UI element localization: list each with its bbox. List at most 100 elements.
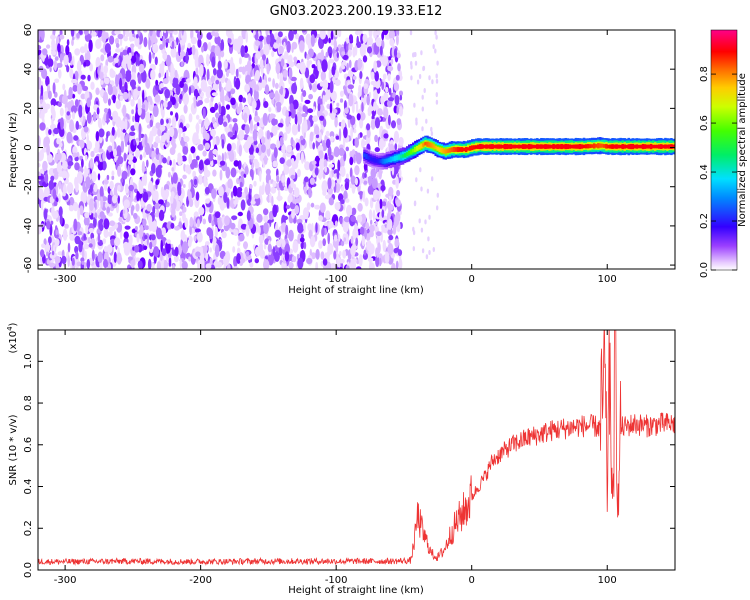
- noise-speckle: [77, 231, 83, 236]
- noise-speckle: [435, 34, 438, 40]
- signal-band: [391, 156, 395, 162]
- snr-y-scale-note-base: (x10: [8, 331, 19, 354]
- noise-speckle: [190, 36, 197, 45]
- noise-speckle: [250, 71, 253, 77]
- noise-speckle: [262, 181, 265, 194]
- noise-speckle: [205, 263, 212, 269]
- noise-speckle: [374, 70, 380, 82]
- noise-speckle: [109, 180, 114, 190]
- noise-speckle: [237, 241, 241, 247]
- noise-speckle: [182, 184, 186, 188]
- noise-speckle: [98, 218, 104, 232]
- noise-speckle: [274, 229, 281, 238]
- noise-speckle: [158, 72, 161, 79]
- noise-speckle: [365, 222, 370, 230]
- noise-speckle: [375, 30, 381, 36]
- noise-speckle: [213, 159, 218, 165]
- noise-speckle: [359, 190, 363, 200]
- noise-speckle: [214, 102, 219, 111]
- noise-speckle: [279, 136, 284, 147]
- noise-speckle: [106, 131, 109, 139]
- noise-speckle: [120, 139, 125, 153]
- noise-speckle: [246, 210, 251, 222]
- noise-speckle: [361, 102, 364, 113]
- noise-speckle: [297, 122, 301, 133]
- noise-speckle: [336, 102, 340, 107]
- noise-speckle: [106, 112, 109, 125]
- noise-speckle: [351, 207, 357, 216]
- signal-band: [651, 144, 655, 149]
- noise-speckle: [130, 206, 134, 216]
- noise-speckle: [230, 97, 236, 106]
- noise-speckle: [74, 99, 79, 108]
- signal-band: [468, 145, 472, 151]
- noise-speckle: [205, 252, 208, 262]
- y-tick-label: 1.0: [23, 353, 34, 369]
- noise-speckle: [297, 168, 301, 178]
- signal-band: [511, 144, 515, 149]
- noise-speckle: [412, 52, 415, 58]
- noise-speckle: [125, 133, 129, 143]
- noise-speckle: [72, 36, 75, 41]
- noise-speckle: [197, 100, 203, 106]
- noise-speckle: [163, 100, 168, 108]
- noise-speckle: [132, 115, 135, 123]
- noise-speckle: [255, 84, 260, 92]
- noise-speckle: [370, 168, 377, 179]
- x-tick-label: -200: [189, 575, 212, 586]
- noise-speckle: [112, 194, 118, 204]
- noise-speckle: [50, 220, 54, 225]
- noise-speckle: [185, 123, 190, 129]
- noise-speckle: [290, 157, 295, 164]
- noise-speckle: [339, 156, 345, 169]
- noise-speckle: [204, 244, 208, 253]
- noise-speckle: [389, 38, 395, 47]
- noise-speckle: [321, 180, 328, 194]
- noise-speckle: [269, 92, 275, 99]
- noise-speckle: [329, 80, 334, 94]
- noise-speckle: [198, 176, 203, 185]
- noise-speckle: [51, 38, 56, 48]
- noise-speckle: [310, 202, 315, 208]
- noise-speckle: [284, 251, 290, 262]
- noise-speckle: [350, 175, 356, 185]
- signal-band: [377, 158, 380, 164]
- noise-speckle: [272, 180, 277, 188]
- signal-band: [503, 143, 506, 150]
- noise-speckle: [143, 173, 148, 186]
- noise-speckle: [283, 132, 288, 141]
- noise-speckle: [224, 215, 230, 226]
- signal-band: [456, 146, 460, 153]
- noise-speckle: [291, 255, 297, 263]
- noise-speckle: [214, 226, 218, 238]
- noise-speckle: [232, 266, 239, 269]
- noise-speckle: [148, 180, 154, 194]
- noise-speckle: [128, 52, 132, 60]
- noise-speckle: [275, 240, 281, 247]
- noise-speckle: [39, 122, 46, 131]
- noise-speckle: [354, 223, 358, 236]
- signal-band: [527, 143, 531, 150]
- noise-speckle: [338, 258, 345, 264]
- noise-speckle: [197, 138, 201, 145]
- signal-band: [615, 144, 618, 149]
- noise-speckle: [183, 104, 188, 114]
- noise-speckle: [72, 111, 75, 120]
- noise-speckle: [141, 103, 146, 110]
- noise-speckle: [83, 233, 86, 241]
- noise-speckle: [266, 34, 271, 45]
- noise-speckle: [100, 80, 104, 85]
- noise-speckle: [109, 135, 115, 143]
- noise-speckle: [183, 125, 187, 132]
- noise-speckle: [230, 191, 234, 199]
- noise-speckle: [374, 134, 378, 143]
- noise-speckle: [58, 62, 63, 68]
- noise-speckle: [159, 44, 164, 51]
- noise-speckle: [76, 171, 83, 184]
- noise-speckle: [170, 111, 173, 116]
- noise-speckle: [398, 106, 404, 117]
- noise-speckle: [309, 74, 316, 84]
- noise-speckle: [362, 172, 366, 180]
- noise-speckle: [76, 32, 80, 39]
- noise-speckle: [158, 199, 164, 205]
